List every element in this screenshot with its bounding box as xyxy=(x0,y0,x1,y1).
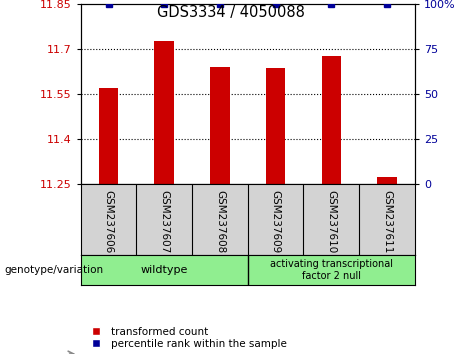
Bar xyxy=(99,88,118,184)
Text: GSM237607: GSM237607 xyxy=(159,190,169,253)
Text: GSM237611: GSM237611 xyxy=(382,190,392,253)
Text: wildtype: wildtype xyxy=(141,265,188,275)
Bar xyxy=(154,41,174,184)
Bar xyxy=(322,56,341,184)
Text: GSM237609: GSM237609 xyxy=(271,190,281,253)
Bar xyxy=(266,68,285,184)
Bar xyxy=(210,67,230,184)
Text: GSM237606: GSM237606 xyxy=(104,190,113,253)
Text: genotype/variation: genotype/variation xyxy=(5,265,104,275)
Text: GDS3334 / 4050088: GDS3334 / 4050088 xyxy=(157,5,304,20)
Legend: transformed count, percentile rank within the sample: transformed count, percentile rank withi… xyxy=(86,327,287,349)
Text: GSM237608: GSM237608 xyxy=(215,190,225,253)
Text: activating transcriptional
factor 2 null: activating transcriptional factor 2 null xyxy=(270,259,393,281)
Text: GSM237610: GSM237610 xyxy=(326,190,337,253)
Bar xyxy=(377,177,397,184)
